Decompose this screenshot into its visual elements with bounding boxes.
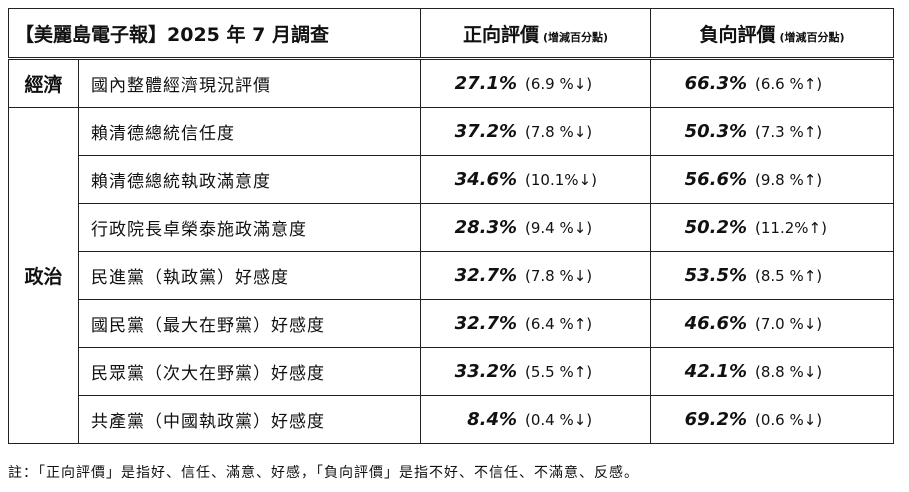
item-label: 賴清德總統執政滿意度 bbox=[77, 155, 422, 204]
positive-change: (9.4 %↓) bbox=[525, 219, 593, 237]
negative-change: (9.8 %↑) bbox=[755, 171, 823, 189]
item-label: 民進黨（執政黨）好感度 bbox=[77, 251, 422, 300]
negative-cell: 66.3% (6.6 %↑) bbox=[650, 58, 895, 108]
table-title: 【美麗島電子報】2025 年 7 月調查 bbox=[7, 8, 422, 60]
positive-percent: 32.7% bbox=[454, 313, 518, 334]
negative-cell: 53.5% (8.5 %↑) bbox=[650, 251, 895, 300]
negative-cell: 42.1% (8.8 %↓) bbox=[650, 347, 895, 396]
negative-header: 負向評價 (增減百分點) bbox=[650, 8, 895, 60]
negative-sub: (增減百分點) bbox=[779, 30, 845, 44]
negative-cell: 50.2% (11.2%↑) bbox=[650, 203, 895, 252]
positive-percent: 32.7% bbox=[454, 265, 518, 286]
header-row: 【美麗島電子報】2025 年 7 月調查 正向評價 (增減百分點) 負向評價 (增減… bbox=[7, 8, 895, 60]
positive-cell: 34.6% (10.1%↓) bbox=[420, 155, 652, 204]
table-row: 賴清德總統執政滿意度 34.6% (10.1%↓) 56.6% (9.8 %↑) bbox=[9, 155, 895, 204]
negative-percent: 56.6% bbox=[684, 169, 748, 190]
negative-percent: 42.1% bbox=[684, 361, 748, 382]
positive-cell: 37.2% (7.8 %↓) bbox=[420, 107, 652, 156]
survey-table: 【美麗島電子報】2025 年 7 月調查 正向評價 (增減百分點) 負向評價 (增減… bbox=[7, 8, 895, 444]
positive-change: (7.8 %↓) bbox=[525, 267, 593, 285]
item-label: 國民黨（最大在野黨）好感度 bbox=[77, 299, 422, 348]
positive-percent: 34.6% bbox=[454, 169, 518, 190]
positive-label: 正向評價 bbox=[462, 23, 539, 46]
negative-percent: 50.3% bbox=[684, 121, 748, 142]
positive-change: (0.4 %↓) bbox=[525, 411, 593, 429]
negative-percent: 53.5% bbox=[684, 265, 748, 286]
item-label: 共產黨（中國執政黨）好感度 bbox=[77, 395, 422, 444]
positive-cell: 27.1% (6.9 %↓) bbox=[420, 58, 652, 108]
positive-cell: 32.7% (6.4 %↑) bbox=[420, 299, 652, 348]
item-label: 行政院長卓榮泰施政滿意度 bbox=[77, 203, 422, 252]
positive-percent: 28.3% bbox=[454, 217, 518, 238]
item-label: 國內整體經濟現況評價 bbox=[77, 58, 422, 108]
negative-change: (6.6 %↑) bbox=[755, 75, 823, 93]
item-label: 民眾黨（次大在野黨）好感度 bbox=[77, 347, 422, 396]
negative-change: (7.3 %↑) bbox=[755, 123, 823, 141]
item-label: 賴清德總統信任度 bbox=[77, 107, 422, 156]
positive-percent: 33.2% bbox=[454, 361, 518, 382]
positive-cell: 28.3% (9.4 %↓) bbox=[420, 203, 652, 252]
negative-percent: 50.2% bbox=[684, 217, 748, 238]
positive-cell: 32.7% (7.8 %↓) bbox=[420, 251, 652, 300]
positive-change: (10.1%↓) bbox=[525, 171, 597, 189]
negative-cell: 50.3% (7.3 %↑) bbox=[650, 107, 895, 156]
table-row: 經濟 國內整體經濟現況評價 27.1% (6.9 %↓) 66.3% (6.6 %↑) bbox=[8, 58, 895, 108]
negative-cell: 56.6% (9.8 %↑) bbox=[650, 155, 895, 204]
positive-percent: 8.4% bbox=[467, 409, 518, 430]
footnote: 註：「正向評價」是指好、信任、滿意、好感，「負向評價」是指不好、不信任、不滿意、… bbox=[8, 465, 639, 481]
table-row: 政治 賴清德總統信任度 37.2% (7.8 %↓) 50.3% (7.3 %↑) bbox=[8, 107, 895, 444]
negative-change: (0.6 %↓) bbox=[755, 411, 823, 429]
negative-change: (11.2%↑) bbox=[755, 219, 827, 237]
positive-header: 正向評價 (增減百分點) bbox=[420, 8, 652, 60]
negative-change: (8.5 %↑) bbox=[755, 267, 823, 285]
table-row: 民進黨（執政黨）好感度 32.7% (7.8 %↓) 53.5% (8.5 %↑) bbox=[9, 251, 895, 300]
negative-percent: 66.3% bbox=[684, 73, 748, 94]
positive-percent: 37.2% bbox=[454, 121, 518, 142]
negative-cell: 46.6% (7.0 %↓) bbox=[650, 299, 895, 348]
table-row: 民眾黨（次大在野黨）好感度 33.2% (5.5 %↑) 42.1% (8.8 %↓) bbox=[9, 347, 895, 396]
table-row: 共產黨（中國執政黨）好感度 8.4% (0.4 %↓) 69.2% (0.6 %↓) bbox=[9, 395, 895, 444]
table-row: 行政院長卓榮泰施政滿意度 28.3% (9.4 %↓) 50.2% (11.2%↑) bbox=[9, 203, 895, 252]
group-label: 政治 bbox=[8, 107, 79, 444]
group-label: 經濟 bbox=[8, 58, 79, 108]
positive-change: (6.9 %↓) bbox=[525, 75, 593, 93]
positive-cell: 33.2% (5.5 %↑) bbox=[420, 347, 652, 396]
negative-label: 負向評價 bbox=[699, 23, 776, 46]
positive-change: (5.5 %↑) bbox=[525, 363, 593, 381]
negative-percent: 69.2% bbox=[684, 409, 748, 430]
negative-change: (7.0 %↓) bbox=[755, 315, 823, 333]
negative-change: (8.8 %↓) bbox=[755, 363, 823, 381]
positive-percent: 27.1% bbox=[454, 73, 518, 94]
positive-change: (7.8 %↓) bbox=[525, 123, 593, 141]
negative-percent: 46.6% bbox=[684, 313, 748, 334]
table-row: 國民黨（最大在野黨）好感度 32.7% (6.4 %↑) 46.6% (7.0 %↓) bbox=[9, 299, 895, 348]
positive-change: (6.4 %↑) bbox=[525, 315, 593, 333]
negative-cell: 69.2% (0.6 %↓) bbox=[650, 395, 895, 444]
positive-sub: (增減百分點) bbox=[542, 30, 609, 44]
positive-cell: 8.4% (0.4 %↓) bbox=[420, 395, 652, 444]
